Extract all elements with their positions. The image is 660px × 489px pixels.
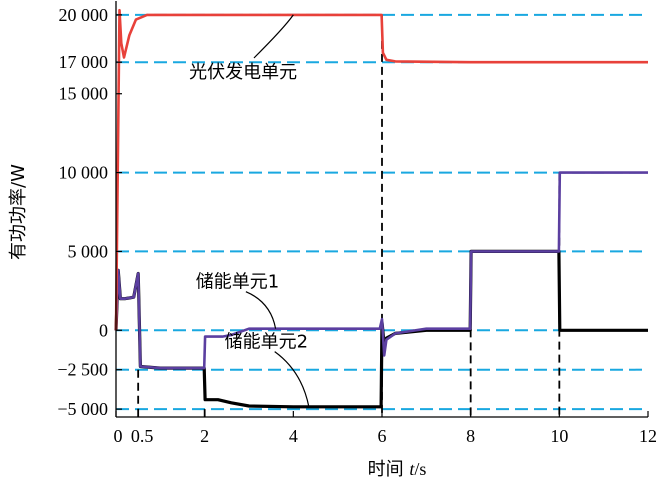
y-tick-label: 20 000: [59, 5, 109, 25]
y-tick-label: 10 000: [59, 163, 109, 183]
x-tick-label: 0.5: [131, 426, 154, 446]
axes: 20 000 17 000 15 000 10 000 5 000 0 −2 500 −5 0…: [8, 1, 657, 480]
x-tick-label: 6: [378, 426, 387, 446]
series-lines: [114, 8, 648, 409]
series-line: [114, 171, 648, 370]
y-tick-label: 0: [99, 320, 108, 340]
y-tick-label: 17 000: [59, 52, 109, 72]
annotation-label: 储能单元2: [225, 332, 308, 353]
x-axis-title: 时间 t/s: [368, 459, 427, 480]
x-tick-label: 0: [114, 426, 123, 446]
y-tick-label: −2 500: [57, 360, 108, 380]
annotation-label: 光伏发电单元: [189, 62, 297, 83]
y-tick-label: −5 000: [57, 399, 108, 419]
annotation-leader: [253, 14, 294, 59]
x-tick-label: 2: [200, 426, 209, 446]
x-tick-label: 12: [639, 426, 657, 446]
y-tick-label: 5 000: [68, 241, 109, 261]
annotation-leader: [274, 351, 310, 407]
x-tick-label: 8: [466, 426, 475, 446]
annotation-label: 储能单元1: [196, 272, 279, 293]
x-tick-label: 10: [550, 426, 568, 446]
y-axis-title: 有功功率/W: [8, 164, 29, 260]
annotation-leader: [245, 291, 277, 329]
series-line: [114, 8, 648, 331]
x-tick-label: 4: [289, 426, 298, 446]
y-tick-label: 15 000: [59, 84, 109, 104]
